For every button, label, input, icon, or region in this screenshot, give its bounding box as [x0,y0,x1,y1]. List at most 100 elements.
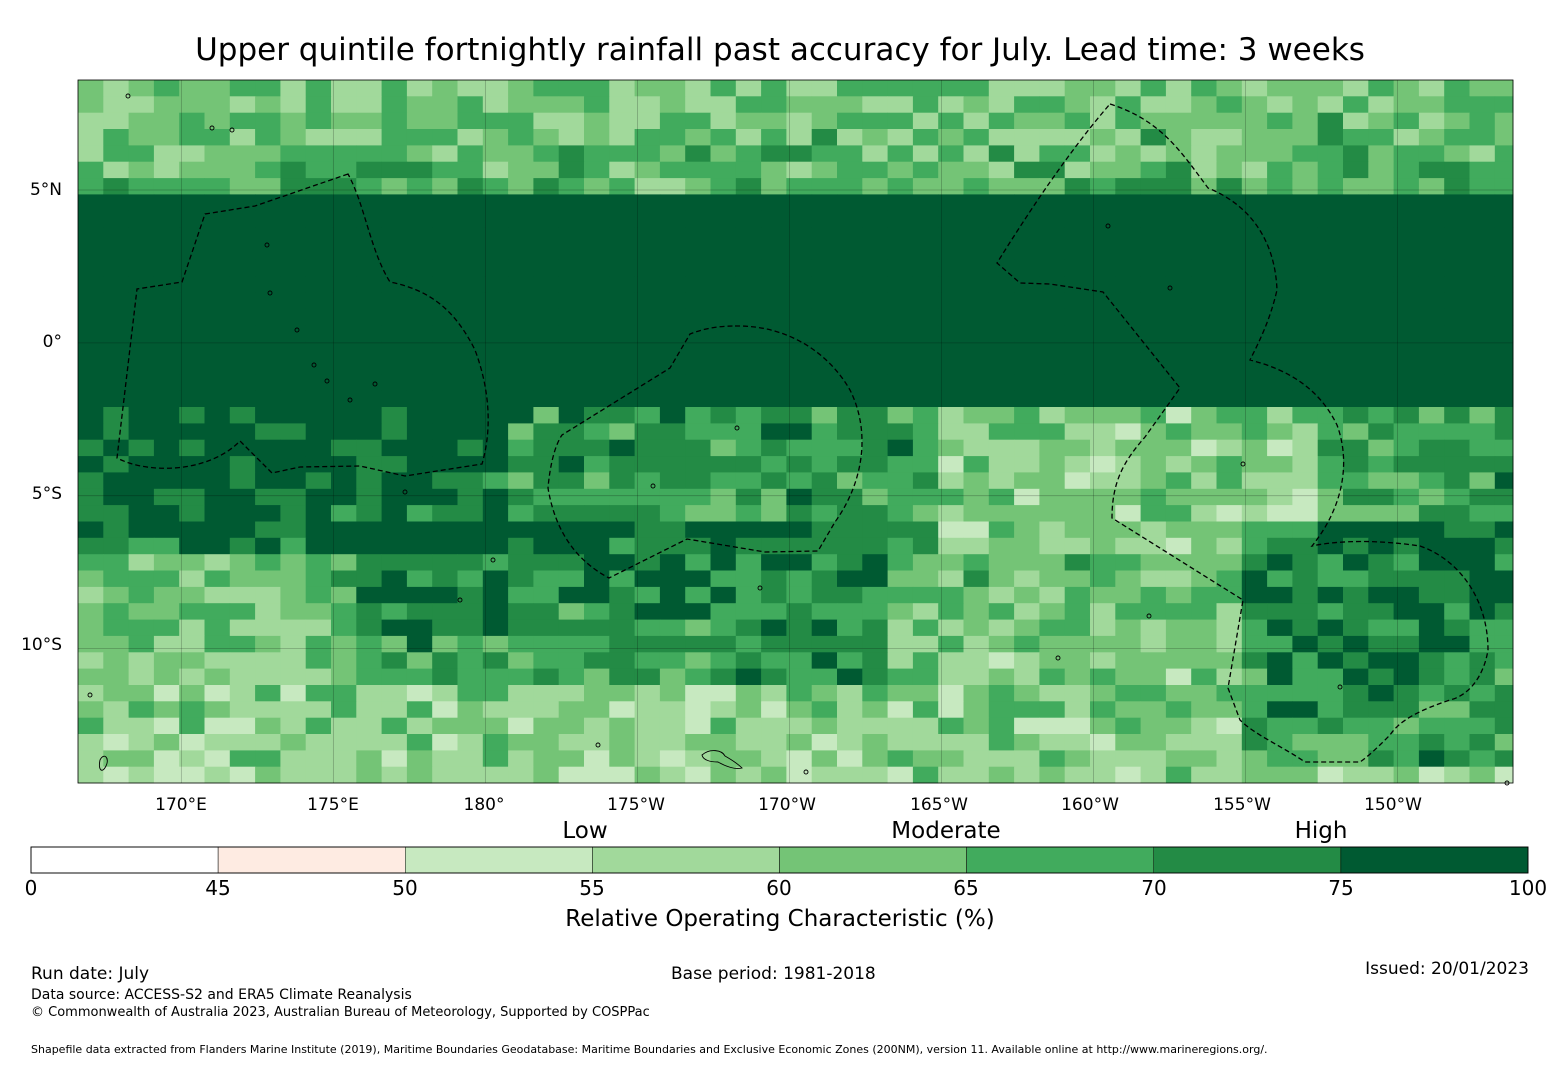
roc-cell [179,178,205,195]
roc-cell [432,685,458,702]
roc-cell [508,129,534,146]
roc-cell [786,145,813,163]
roc-cell [837,586,863,604]
roc-cell [938,80,964,97]
roc-cell [204,488,231,506]
roc-cell [103,194,129,212]
roc-cell [128,407,155,424]
roc-cell [811,325,838,343]
roc-cell [1241,112,1268,130]
roc-cell [735,635,762,653]
roc-cell [255,488,281,506]
roc-cell [584,554,610,571]
roc-cell [78,521,104,539]
roc-cell [457,178,484,195]
roc-cell [1292,668,1319,686]
roc-cell [584,210,610,228]
roc-cell [1115,259,1141,277]
roc-cell [1444,521,1470,539]
roc-cell [1216,701,1243,719]
roc-cell [761,407,787,424]
roc-cell [761,358,787,375]
roc-cell [786,390,813,408]
eez-boundary [996,103,1489,763]
roc-cell [710,308,737,326]
roc-cell [584,668,610,686]
roc-cell [761,194,787,212]
roc-cell [1343,358,1369,375]
roc-cell [685,374,711,392]
roc-cell [305,227,332,244]
roc-cell [78,308,104,326]
roc-cell [1064,96,1091,114]
roc-cell [1241,537,1268,555]
roc-cell [1014,635,1040,653]
roc-cell [1014,554,1040,571]
roc-cell [1014,145,1040,163]
roc-cell [1165,96,1192,114]
roc-cell [533,341,560,359]
roc-cell [659,210,686,228]
roc-cell [1494,243,1514,261]
roc-cell [659,521,686,539]
roc-cell [1191,308,1217,326]
roc-cell [862,505,888,522]
roc-cell [1014,276,1040,293]
roc-cell [255,521,281,539]
roc-cell [1014,341,1040,359]
roc-cell [710,129,737,146]
roc-cell [1039,243,1066,261]
roc-cell [1241,96,1268,114]
island-outline [99,755,108,771]
roc-cell [406,276,433,293]
roc-cell [482,521,509,539]
roc-cell [735,423,762,441]
roc-cell [406,456,433,473]
roc-cell [558,701,585,719]
roc-cell [584,488,610,506]
roc-cell [1191,635,1217,653]
roc-cell [1165,456,1192,473]
category-moderate: Moderate [891,818,1001,844]
roc-cell [735,505,762,522]
roc-cell [1393,145,1420,163]
roc-cell [1267,80,1293,97]
roc-cell [1090,308,1116,326]
roc-cell [331,243,357,261]
roc-cell [179,505,205,522]
roc-cell [1165,341,1192,359]
roc-cell [1064,194,1091,212]
roc-cell [1064,635,1091,653]
roc-cell [331,390,357,408]
roc-cell [1368,178,1394,195]
roc-cell [331,717,357,735]
roc-cell [609,472,635,490]
roc-cell [988,521,1015,539]
roc-cell [837,276,863,293]
roc-cell [912,472,939,490]
roc-cell [786,259,813,277]
roc-cell [1241,161,1268,179]
roc-cell [685,308,711,326]
roc-cell [862,358,888,375]
roc-cell [482,652,509,670]
roc-cell [457,619,484,637]
roc-cell [229,145,256,163]
roc-cell [1241,734,1268,751]
roc-cell [179,390,205,408]
roc-cell [1292,80,1319,97]
roc-cell [381,390,408,408]
roc-cell [356,210,382,228]
roc-cell [1140,701,1167,719]
roc-cell [229,308,256,326]
roc-cell [508,554,534,571]
roc-cell [1191,259,1217,277]
roc-cell [179,635,205,653]
roc-cell [482,308,509,326]
roc-cell [735,472,762,490]
roc-cell [1393,586,1420,604]
roc-cell [255,472,281,490]
roc-cell [685,505,711,522]
roc-cell [710,701,737,719]
roc-cell [457,521,484,539]
